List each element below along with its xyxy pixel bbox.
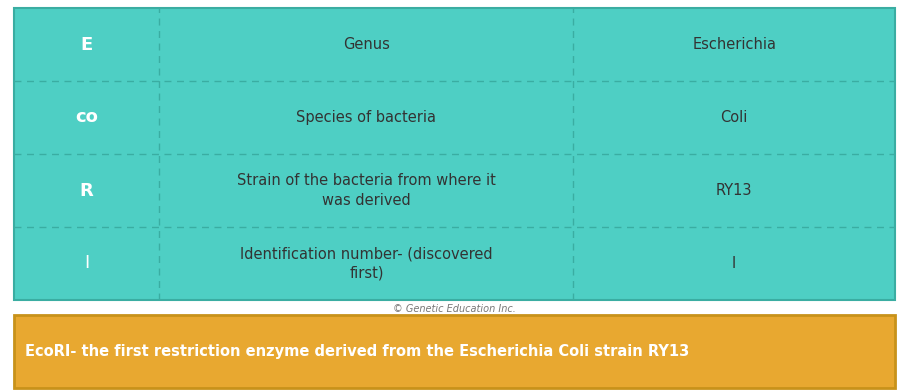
Text: Genus: Genus xyxy=(343,37,390,52)
Text: I: I xyxy=(84,254,89,272)
Text: Coli: Coli xyxy=(721,110,748,125)
Text: Species of bacteria: Species of bacteria xyxy=(296,110,436,125)
Text: I: I xyxy=(732,256,736,271)
Text: EcoRI- the first restriction enzyme derived from the Escherichia Coli strain RY1: EcoRI- the first restriction enzyme deri… xyxy=(25,344,689,359)
FancyBboxPatch shape xyxy=(14,8,895,300)
Text: co: co xyxy=(75,109,98,127)
Text: Escherichia: Escherichia xyxy=(693,37,776,52)
Text: E: E xyxy=(81,36,93,53)
Text: © Genetic Education Inc.: © Genetic Education Inc. xyxy=(393,304,516,314)
Text: RY13: RY13 xyxy=(716,183,753,198)
FancyBboxPatch shape xyxy=(14,315,895,388)
Text: Strain of the bacteria from where it
was derived: Strain of the bacteria from where it was… xyxy=(237,173,495,208)
Text: Identification number- (discovered
first): Identification number- (discovered first… xyxy=(240,246,493,281)
Text: R: R xyxy=(80,181,94,200)
